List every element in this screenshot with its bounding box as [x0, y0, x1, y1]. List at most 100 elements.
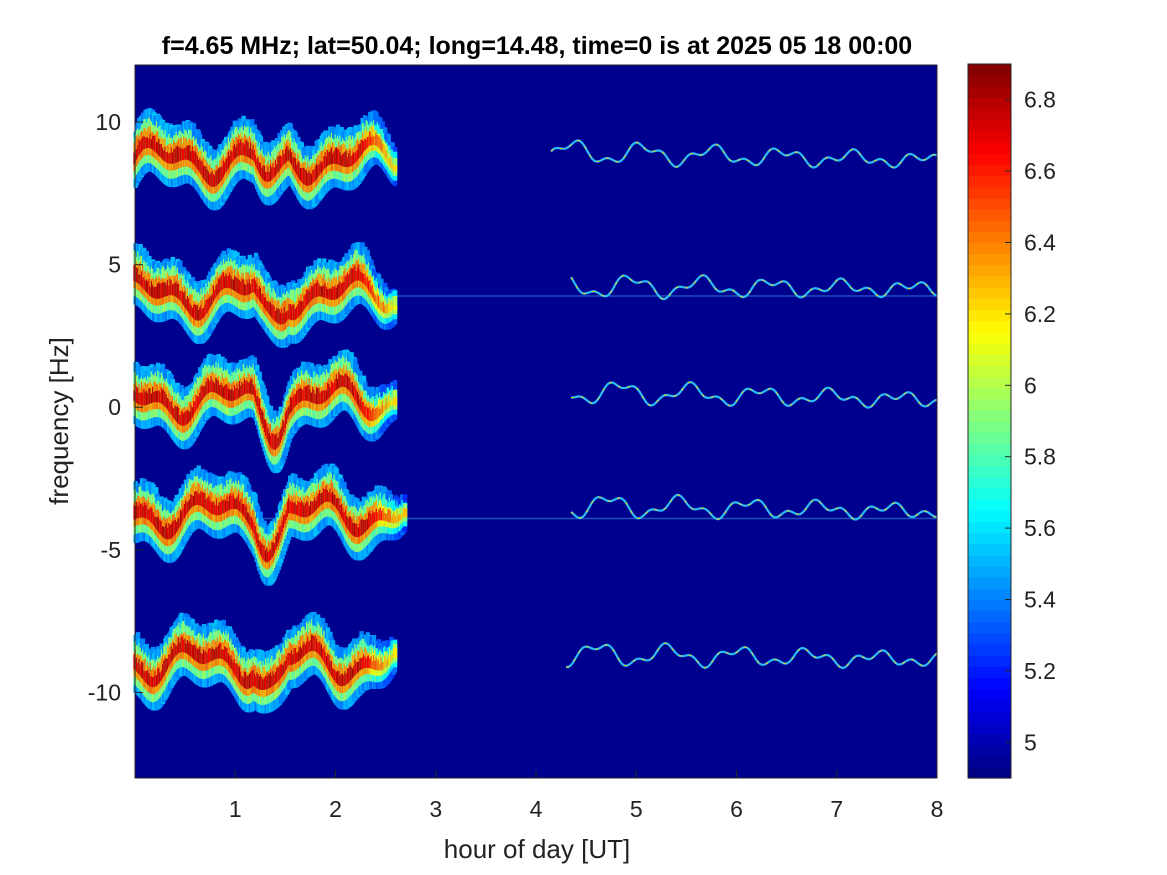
colorbar-swatch [968, 365, 1011, 377]
x-tick-label: 1 [229, 796, 242, 822]
band-cell [392, 295, 398, 315]
colorbar-swatch [968, 97, 1011, 110]
colorbar-swatch [968, 711, 1011, 723]
colorbar-tick-label: 5.4 [1024, 587, 1056, 613]
colorbar-swatch [968, 253, 1011, 266]
colorbar-tick-label: 6.4 [1024, 230, 1056, 256]
band-cell [392, 647, 398, 659]
colorbar-frame [967, 63, 1012, 779]
colorbar-swatch [968, 354, 1011, 366]
colorbar-swatch [968, 119, 1011, 132]
colorbar-swatch [968, 142, 1011, 154]
colorbar-swatch [968, 220, 1011, 232]
x-tick-label: 2 [329, 796, 342, 822]
colorbar-swatch [968, 175, 1011, 188]
trace-band [133, 463, 938, 586]
colorbar-tick-label: 5 [1024, 729, 1037, 755]
colorbar-swatch [968, 543, 1011, 556]
colorbar-swatch [968, 432, 1011, 444]
plot-area [133, 64, 938, 779]
colorbar-swatch [968, 644, 1011, 656]
colorbar-tick-label: 6.8 [1024, 87, 1056, 113]
colorbar-swatch [968, 398, 1011, 411]
colorbar-swatch [968, 409, 1011, 422]
colorbar-swatch [968, 465, 1011, 478]
x-tick-label: 5 [630, 796, 643, 822]
colorbar-swatch [968, 722, 1011, 734]
colorbar-swatch [968, 75, 1011, 87]
colorbar-swatch [968, 454, 1011, 467]
band-cell [392, 397, 398, 406]
band-cell [392, 305, 398, 311]
colorbar-swatch [968, 108, 1011, 121]
colorbar-swatch [968, 376, 1011, 389]
x-tick-label: 4 [530, 796, 543, 822]
colorbar-swatch [968, 443, 1011, 456]
y-tick-label: 10 [95, 109, 121, 135]
colorbar-ticks: 6.8 6.6 6.4 6.2 6 5.8 5.6 5.4 5.2 5 [1005, 87, 1056, 755]
colorbar-swatch [968, 487, 1011, 500]
colorbar-swatch [968, 733, 1011, 746]
x-axis-ticks: 1 2 3 4 5 6 7 8 [229, 770, 944, 822]
colorbar: 6.8 6.6 6.4 6.2 6 5.8 5.6 5.4 5.2 5 [967, 63, 1056, 779]
y-tick-label: -5 [101, 537, 121, 563]
colorbar-tick-label: 6.6 [1024, 158, 1056, 184]
y-axis-label: frequency [Hz] [44, 337, 74, 505]
colorbar-swatch [968, 231, 1011, 244]
colorbar-swatch [968, 499, 1011, 511]
trace-band [133, 242, 938, 348]
colorbar-swatch [968, 164, 1011, 177]
x-axis-label: hour of day [UT] [444, 834, 630, 864]
colorbar-swatch [968, 532, 1011, 545]
colorbar-swatch [968, 130, 1011, 143]
y-tick-label: 5 [108, 252, 121, 278]
colorbar-tick-label: 6.2 [1024, 301, 1056, 327]
colorbar-swatch [968, 554, 1011, 567]
colorbar-swatch [968, 521, 1011, 534]
colorbar-swatch [968, 320, 1011, 333]
colorbar-swatch [968, 421, 1011, 433]
colorbar-swatch [968, 566, 1011, 578]
colorbar-swatch [968, 744, 1011, 757]
y-tick-label: -10 [88, 679, 121, 705]
x-tick-label: 8 [931, 796, 944, 822]
spectral-traces [133, 107, 938, 714]
colorbar-swatch [968, 666, 1011, 679]
colorbar-swatch [968, 275, 1011, 288]
colorbar-swatch [968, 632, 1011, 645]
y-axis-ticks: 10 5 0 -5 -10 [88, 109, 143, 705]
colorbar-tick-label: 6 [1024, 372, 1037, 398]
colorbar-swatch [968, 599, 1011, 612]
colorbar-tick-label: 5.8 [1024, 444, 1056, 470]
colorbar-swatch [968, 510, 1011, 523]
colorbar-swatch [968, 655, 1011, 668]
y-tick-label: 0 [108, 394, 121, 420]
trace-line [566, 641, 938, 670]
chart-title: f=4.65 MHz; lat=50.04; long=14.48, time=… [162, 32, 912, 60]
trace-line-highlight [570, 274, 938, 300]
colorbar-swatch [968, 766, 1011, 779]
colorbar-gradient [968, 64, 1011, 779]
trace-line-highlight [570, 494, 938, 521]
colorbar-swatch [968, 699, 1011, 712]
colorbar-swatch [968, 242, 1011, 255]
colorbar-swatch [968, 677, 1011, 690]
x-tick-label: 7 [830, 796, 843, 822]
colorbar-swatch [968, 476, 1011, 489]
trace-line [571, 380, 938, 409]
colorbar-swatch [968, 186, 1011, 199]
colorbar-swatch [968, 577, 1011, 589]
colorbar-swatch [968, 298, 1011, 311]
colorbar-tick-label: 5.2 [1024, 658, 1056, 684]
colorbar-swatch [968, 209, 1011, 221]
band-cell [392, 165, 398, 172]
colorbar-swatch [968, 387, 1011, 400]
colorbar-swatch [968, 331, 1011, 344]
colorbar-tick-label: 5.6 [1024, 515, 1056, 541]
colorbar-swatch [968, 621, 1011, 634]
colorbar-swatch [968, 610, 1011, 623]
colorbar-swatch [968, 86, 1011, 99]
colorbar-swatch [968, 264, 1011, 277]
trace-band [133, 107, 938, 211]
